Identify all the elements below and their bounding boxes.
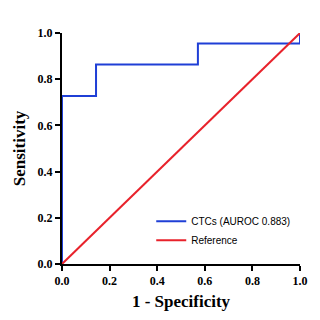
svg-text:0.0: 0.0 (38, 257, 53, 271)
svg-text:0.2: 0.2 (38, 211, 53, 225)
svg-text:Sensitivity: Sensitivity (10, 110, 29, 186)
svg-text:1 - Specificity: 1 - Specificity (132, 292, 231, 311)
svg-text:Reference: Reference (191, 235, 238, 246)
svg-text:0.4: 0.4 (38, 165, 53, 179)
svg-text:0.2: 0.2 (102, 274, 117, 288)
svg-text:CTCs (AUROC 0.883): CTCs (AUROC 0.883) (191, 216, 290, 227)
svg-text:0.0: 0.0 (55, 274, 70, 288)
svg-text:0.4: 0.4 (150, 274, 165, 288)
svg-text:1.0: 1.0 (293, 274, 308, 288)
svg-text:0.8: 0.8 (245, 274, 260, 288)
svg-text:1.0: 1.0 (38, 26, 53, 40)
svg-text:0.8: 0.8 (38, 72, 53, 86)
svg-text:0.6: 0.6 (197, 274, 212, 288)
svg-text:0.6: 0.6 (38, 119, 53, 133)
